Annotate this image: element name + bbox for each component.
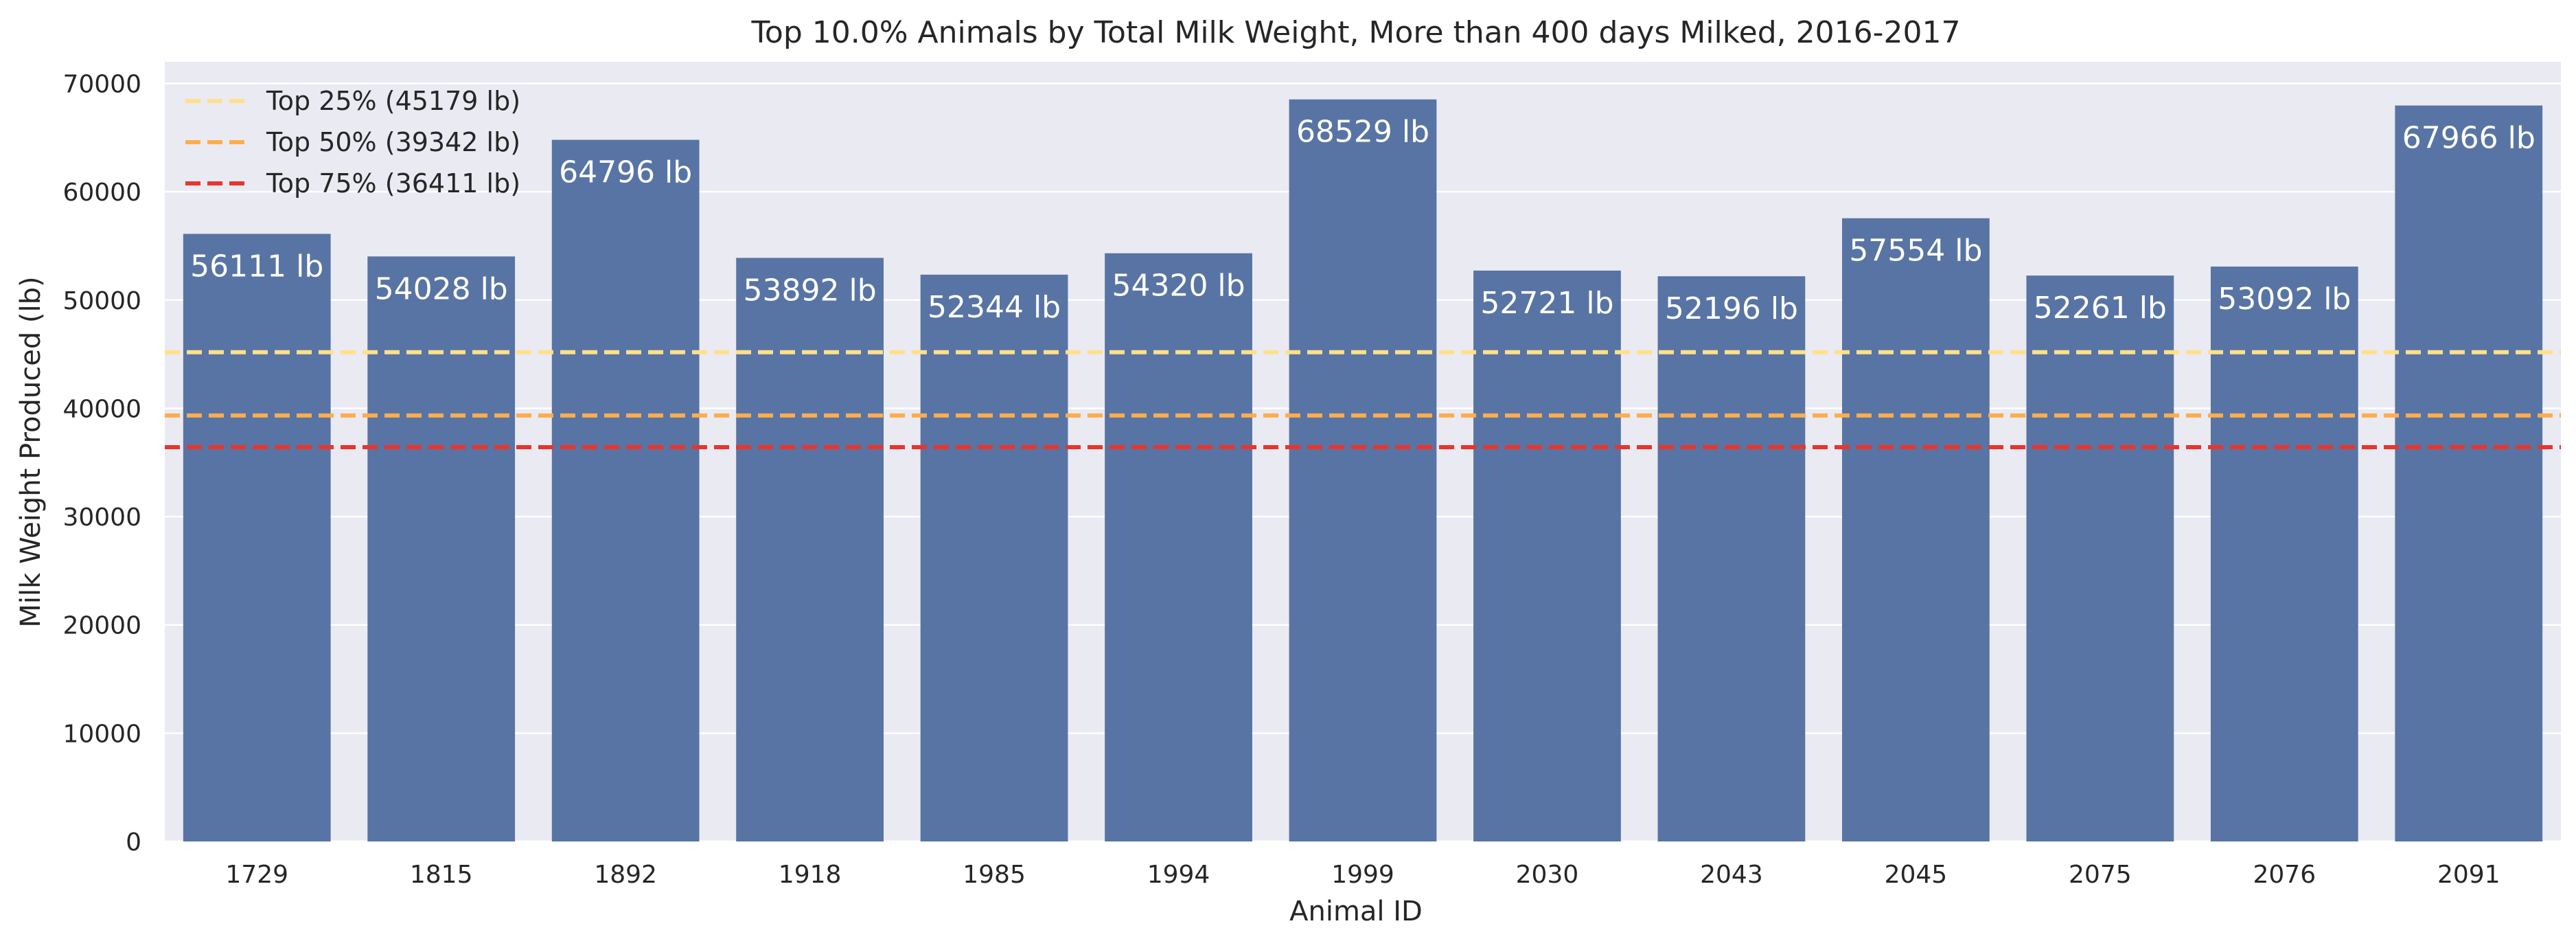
bar-1815 (367, 256, 516, 842)
x-tick-label: 2043 (1700, 861, 1763, 889)
reference-lines (165, 350, 2561, 450)
bar-1918 (736, 258, 884, 841)
bar-value-label: 52261 lb (2034, 291, 2167, 326)
bar-1892 (551, 139, 700, 841)
chart-title: Top 10.0% Animals by Total Milk Weight, … (751, 15, 1961, 50)
y-tick-label: 20000 (62, 612, 141, 640)
x-tick-label: 2076 (2253, 861, 2316, 889)
x-tick-label: 1999 (1331, 861, 1394, 889)
x-tick-label: 1815 (410, 861, 473, 889)
x-tick-label: 1994 (1147, 861, 1210, 889)
bar-value-label: 53892 lb (744, 273, 877, 308)
legend-label: Top 75% (36411 lb) (266, 168, 520, 199)
bar-value-label: 52196 lb (1665, 291, 1798, 326)
bar-value-label: 68529 lb (1296, 115, 1429, 150)
bar-2043 (1657, 276, 1806, 841)
y-tick-label: 70000 (62, 71, 141, 99)
bar-1985 (920, 274, 1068, 842)
bar-2075 (2026, 275, 2174, 841)
bar-value-label: 52344 lb (928, 290, 1061, 325)
bar-1999 (1289, 99, 1437, 842)
y-tick-label: 60000 (62, 179, 141, 207)
y-tick-label: 50000 (62, 287, 141, 315)
x-tick-label: 2091 (2437, 861, 2500, 889)
x-tick-label: 1892 (594, 861, 657, 889)
bar-2030 (1473, 270, 1621, 842)
bars (183, 99, 2543, 842)
bar-value-label: 56111 lb (190, 249, 323, 284)
bar-value-label: 57554 lb (1849, 234, 1982, 269)
y-tick-label: 40000 (62, 395, 141, 423)
bar-2091 (2395, 105, 2543, 841)
bar-value-label: 52721 lb (1480, 286, 1613, 321)
x-axis-label: Animal ID (1289, 896, 1423, 927)
x-tick-label: 2075 (2069, 861, 2132, 889)
y-tick-label: 30000 (62, 504, 141, 532)
bar-value-label: 67966 lb (2402, 121, 2535, 156)
legend: Top 25% (45179 lb) Top 50% (39342 lb) Top … (185, 86, 520, 199)
bar-2045 (1842, 218, 1990, 842)
x-tick-label: 1729 (225, 861, 288, 889)
legend-label: Top 50% (39342 lb) (266, 127, 520, 157)
x-tick-label: 1918 (779, 861, 842, 889)
bar-value-label: 64796 lb (559, 155, 692, 190)
x-tick-label: 2030 (1516, 861, 1579, 889)
x-tick-label: 1985 (963, 861, 1026, 889)
y-axis-ticks: 0 10000 20000 30000 40000 50000 60000 70000 (62, 71, 141, 857)
y-axis-label: Milk Weight Produced (lb) (15, 276, 47, 627)
y-tick-label: 10000 (62, 720, 141, 748)
bar-value-label: 53092 lb (2218, 282, 2351, 317)
legend-label: Top 25% (45179 lb) (266, 86, 520, 116)
x-axis-ticks: 1729 1815 1892 1918 1985 1994 1999 2030 2043 2045… (225, 861, 2500, 889)
bar-value-labels: 56111 lb 54028 lb 64796 lb 53892 lb 52344 lb… (190, 115, 2535, 326)
bar-1994 (1105, 253, 1252, 841)
bar-value-label: 54028 lb (375, 271, 508, 306)
x-tick-label: 2045 (1885, 861, 1948, 889)
bar-1729 (183, 234, 331, 842)
y-tick-label: 0 (126, 828, 141, 857)
bar-2076 (2210, 267, 2358, 841)
bar-value-label: 54320 lb (1112, 269, 1245, 304)
